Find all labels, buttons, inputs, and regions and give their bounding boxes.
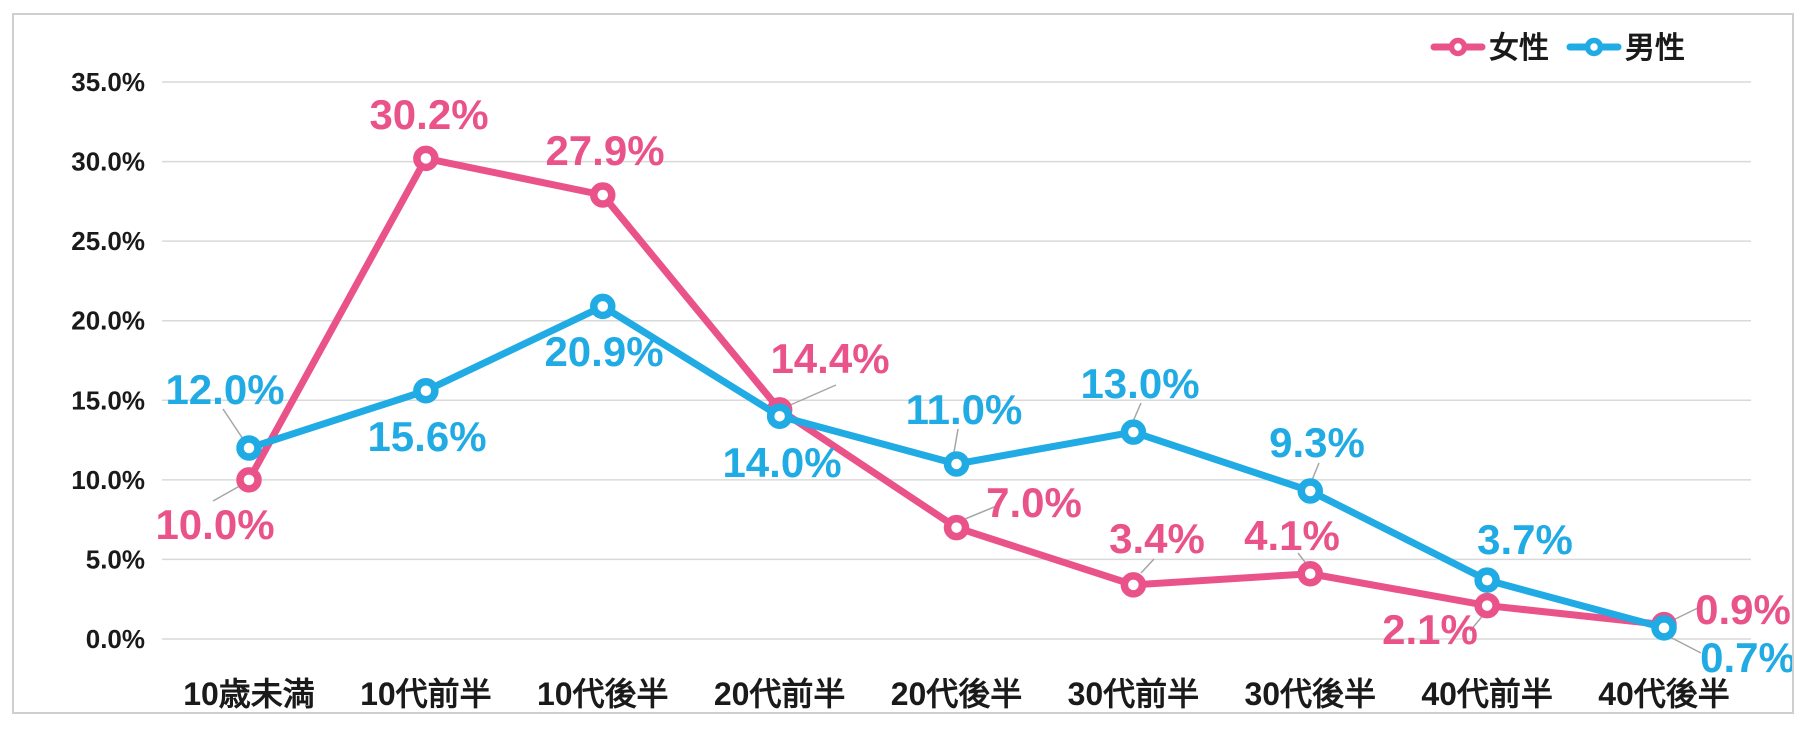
legend-marker-icon-male bbox=[1584, 37, 1604, 57]
data-point-marker-male bbox=[1474, 567, 1500, 593]
x-axis-label: 20代前半 bbox=[714, 676, 846, 712]
x-axis-label: 30代前半 bbox=[1068, 676, 1200, 712]
data-label-male: 12.0% bbox=[165, 366, 284, 413]
x-axis-label: 20代後半 bbox=[891, 676, 1023, 712]
chart-card: 0.0% 5.0% 10.0% 15.0% 20.0% 25.0% 30.0% 35.0% 10… bbox=[12, 13, 1794, 714]
data-label-male: 13.0% bbox=[1080, 360, 1199, 407]
leader-line bbox=[964, 504, 1000, 520]
x-axis-label: 30代後半 bbox=[1244, 676, 1376, 712]
data-point-marker-male bbox=[943, 451, 970, 477]
leader-line bbox=[787, 384, 837, 407]
data-label-female: 4.1% bbox=[1244, 512, 1340, 559]
data-point-marker-male bbox=[590, 293, 616, 320]
data-label-male: 20.9% bbox=[544, 328, 663, 375]
data-point-marker-female bbox=[413, 145, 439, 172]
data-label-female: 0.9% bbox=[1695, 586, 1791, 633]
x-axis-label: 10歳未満 bbox=[183, 676, 315, 712]
data-point-marker-female bbox=[590, 182, 616, 208]
data-point-marker-female bbox=[236, 467, 262, 493]
data-point-marker-male bbox=[1297, 478, 1323, 504]
legend-item-female: 女性 bbox=[1489, 31, 1549, 65]
data-label-female: 3.4% bbox=[1109, 515, 1205, 562]
data-point-marker-female bbox=[943, 514, 970, 541]
x-axis-label: 10代後半 bbox=[537, 676, 669, 712]
data-label-male: 0.7% bbox=[1700, 634, 1792, 681]
data-point-marker-male bbox=[1651, 615, 1677, 641]
data-label-female: 14.4% bbox=[770, 335, 889, 382]
y-tick-label: 10.0% bbox=[71, 465, 145, 495]
x-axis-label: 40代前半 bbox=[1421, 676, 1553, 712]
x-axis-label: 10代前半 bbox=[360, 676, 492, 712]
leader-line bbox=[1667, 635, 1702, 654]
data-label-male: 11.0% bbox=[906, 386, 1023, 433]
y-tick-label: 20.0% bbox=[71, 306, 145, 336]
y-tick-label: 30.0% bbox=[71, 147, 145, 177]
data-point-marker-male bbox=[236, 435, 262, 461]
data-point-marker-female bbox=[1297, 561, 1323, 587]
y-tick-label: 5.0% bbox=[86, 544, 145, 574]
data-label-female: 30.2% bbox=[369, 91, 488, 138]
data-label-male: 9.3% bbox=[1269, 419, 1365, 466]
y-tick-label: 15.0% bbox=[71, 385, 145, 415]
data-point-marker-female bbox=[1474, 592, 1500, 619]
y-tick-label: 35.0% bbox=[71, 67, 145, 97]
y-tick-label: 0.0% bbox=[86, 624, 145, 654]
legend-item-male: 男性 bbox=[1625, 32, 1685, 65]
data-label-male: 15.6% bbox=[367, 413, 486, 460]
data-label-male: 14.0% bbox=[722, 439, 841, 486]
legend-marker-icon-female bbox=[1448, 37, 1468, 57]
leader-line bbox=[1140, 558, 1155, 574]
data-label-female: 10.0% bbox=[155, 501, 274, 548]
data-point-marker-male bbox=[1120, 419, 1147, 445]
data-label-female: 7.0% bbox=[986, 479, 1082, 526]
y-tick-label: 25.0% bbox=[71, 226, 145, 256]
x-axis-label: 40代後半 bbox=[1598, 676, 1730, 712]
data-label-female: 27.9% bbox=[545, 127, 664, 174]
data-point-marker-male bbox=[766, 403, 793, 429]
line-chart: 0.0% 5.0% 10.0% 15.0% 20.0% 25.0% 30.0% 35.0% 10… bbox=[71, 31, 1792, 712]
leader-line bbox=[222, 408, 246, 443]
data-point-marker-female bbox=[1120, 572, 1147, 598]
data-label-male: 3.7% bbox=[1477, 516, 1573, 563]
data-label-female: 2.1% bbox=[1382, 606, 1478, 653]
data-point-marker-male bbox=[413, 377, 439, 404]
